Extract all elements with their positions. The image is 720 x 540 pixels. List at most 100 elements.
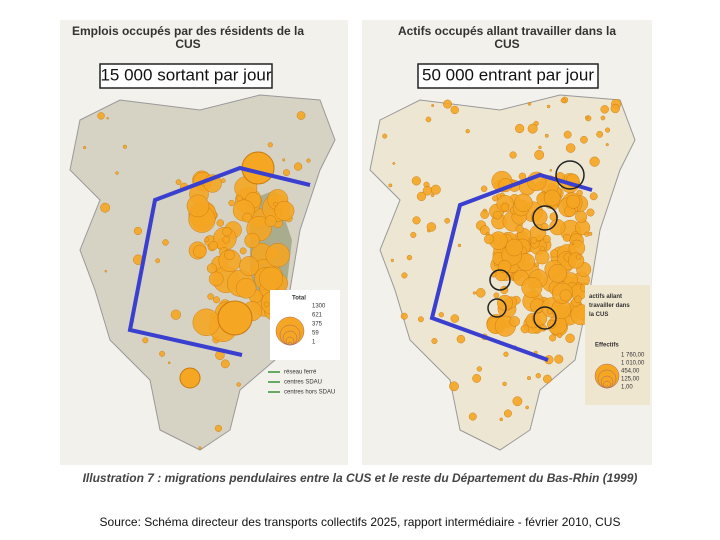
location-dot [155,258,161,264]
location-dot [559,289,572,302]
location-dot [186,194,210,218]
location-dot [596,130,604,138]
right-title: Actifs occupés allant travailler dans la… [398,24,616,51]
location-dot [208,240,218,251]
location-dot [170,309,181,320]
location-dot [296,111,306,120]
source: Source: Schéma directeur des transports … [100,515,621,529]
location-dot [401,272,408,279]
location-dot [565,333,575,343]
legend-value: 454,00 [621,369,640,375]
legend-value: 125,00 [621,377,640,383]
legend-item: centres SDAU [284,380,322,386]
location-dot [530,208,548,226]
location-dot [239,256,259,276]
location-dot [604,127,611,133]
location-dot [475,288,486,298]
location-dot [207,293,214,300]
location-dot [206,263,217,274]
location-dot [500,203,510,212]
legend-value: 375 [312,322,323,328]
location-dot [208,271,224,287]
legend-value: 1,00 [621,385,633,391]
location-dot [217,300,253,336]
location-dot [588,231,593,236]
location-dot [106,117,109,120]
location-dot [204,237,210,243]
legend-value: 1 010,00 [621,361,645,367]
location-dot [580,135,588,144]
legend-value: 1 760,00 [621,353,645,359]
location-dot [263,301,270,308]
location-dot [585,115,589,120]
location-dot [535,373,541,379]
location-dot [574,295,582,304]
location-dot [520,324,530,334]
location-dot [273,201,278,207]
location-dot [162,239,169,246]
legend-value: 621 [312,313,323,319]
location-dot [563,130,572,139]
location-dot [228,199,235,207]
location-dot [431,104,435,108]
location-dot [472,291,477,295]
location-dot [465,129,470,134]
location-dot [244,232,260,249]
location-dot [216,219,225,227]
location-dot [544,133,549,138]
location-dot [179,367,201,389]
location-dot [515,224,524,233]
location-dot [480,185,488,193]
location-dot [548,263,568,283]
location-dot [431,337,438,345]
legend-value: 1 [312,340,316,346]
location-dot [83,146,87,150]
left-map [69,94,336,451]
location-dot [430,193,435,198]
cus-boundary [127,165,311,357]
legend-item: réseau ferré [284,370,317,376]
location-dot [534,262,540,267]
location-dot [220,178,226,183]
location-dot [392,162,396,165]
location-dot [538,145,542,150]
right-flow-box [417,63,599,89]
location-dot [159,350,166,357]
location-dot [443,99,453,109]
location-dot [133,226,143,236]
location-dot [527,102,532,106]
location-dot [400,312,408,320]
location-dot [509,316,520,327]
location-dot [264,215,277,228]
legend-title: actifs allant travailler dans la CUS [589,294,630,318]
left-flow-box [99,63,273,89]
location-dot [534,149,545,160]
location-dot [242,212,253,223]
legend-item: centres hors SDAU [284,390,335,396]
location-dot [565,143,576,153]
location-dot [567,252,585,269]
location-dot [560,97,566,104]
location-dot [600,105,609,114]
location-dot [535,249,550,265]
location-dot [575,210,588,223]
location-dot [493,292,500,299]
location-dot [406,254,413,261]
location-dot [239,247,247,255]
location-dot [525,405,529,410]
location-dot [220,359,230,369]
location-dot [571,242,575,246]
location-dot [222,227,232,237]
location-dot [450,314,460,323]
location-dot [542,234,551,243]
location-dot [546,104,551,109]
location-dot [515,123,525,134]
location-dot [212,296,220,304]
location-dot [122,144,127,149]
location-dot [575,254,582,260]
location-dot [306,158,311,163]
location-dot [410,231,417,238]
location-dot [282,169,290,177]
location-dot [438,312,444,318]
right-legend [585,285,650,405]
